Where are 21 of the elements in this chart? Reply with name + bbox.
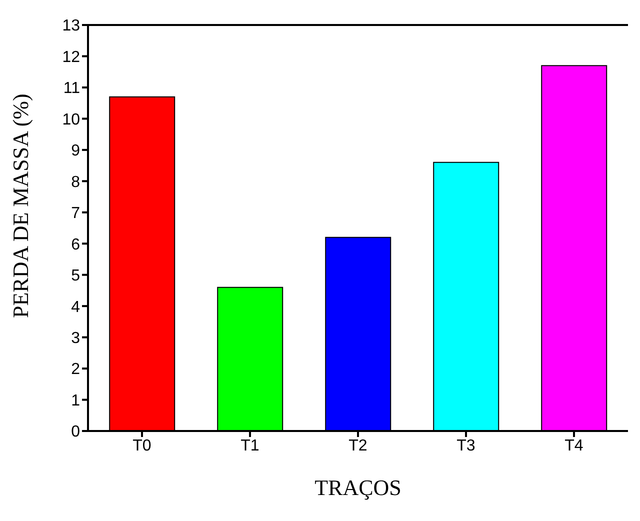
y-axis-title: PERDA DE MASSA (%) [8, 94, 33, 318]
x-axis-title: TRAÇOS [314, 475, 402, 500]
x-tick-label: T1 [240, 437, 260, 454]
x-tick-label: T3 [456, 437, 476, 454]
y-tick-label: 8 [71, 174, 80, 191]
y-tick-label: 12 [62, 48, 80, 66]
y-tick-label: 0 [71, 424, 80, 441]
y-tick-label: 9 [71, 142, 80, 160]
y-tick-label: 13 [62, 18, 80, 35]
y-tick-label: 2 [71, 361, 80, 378]
y-tick-label: 6 [71, 236, 80, 254]
x-tick-label: T4 [564, 437, 584, 454]
y-tick-label: 3 [71, 330, 80, 347]
y-tick-label: 11 [63, 80, 80, 98]
y-tick-label: 4 [71, 298, 80, 316]
y-tick-label: 7 [71, 205, 80, 222]
y-tick-label: 5 [71, 268, 80, 285]
y-tick-label: 1 [71, 392, 80, 410]
x-tick-label: T0 [132, 437, 152, 454]
x-tick-label: T2 [348, 437, 368, 454]
y-tick-label: 10 [62, 111, 80, 128]
